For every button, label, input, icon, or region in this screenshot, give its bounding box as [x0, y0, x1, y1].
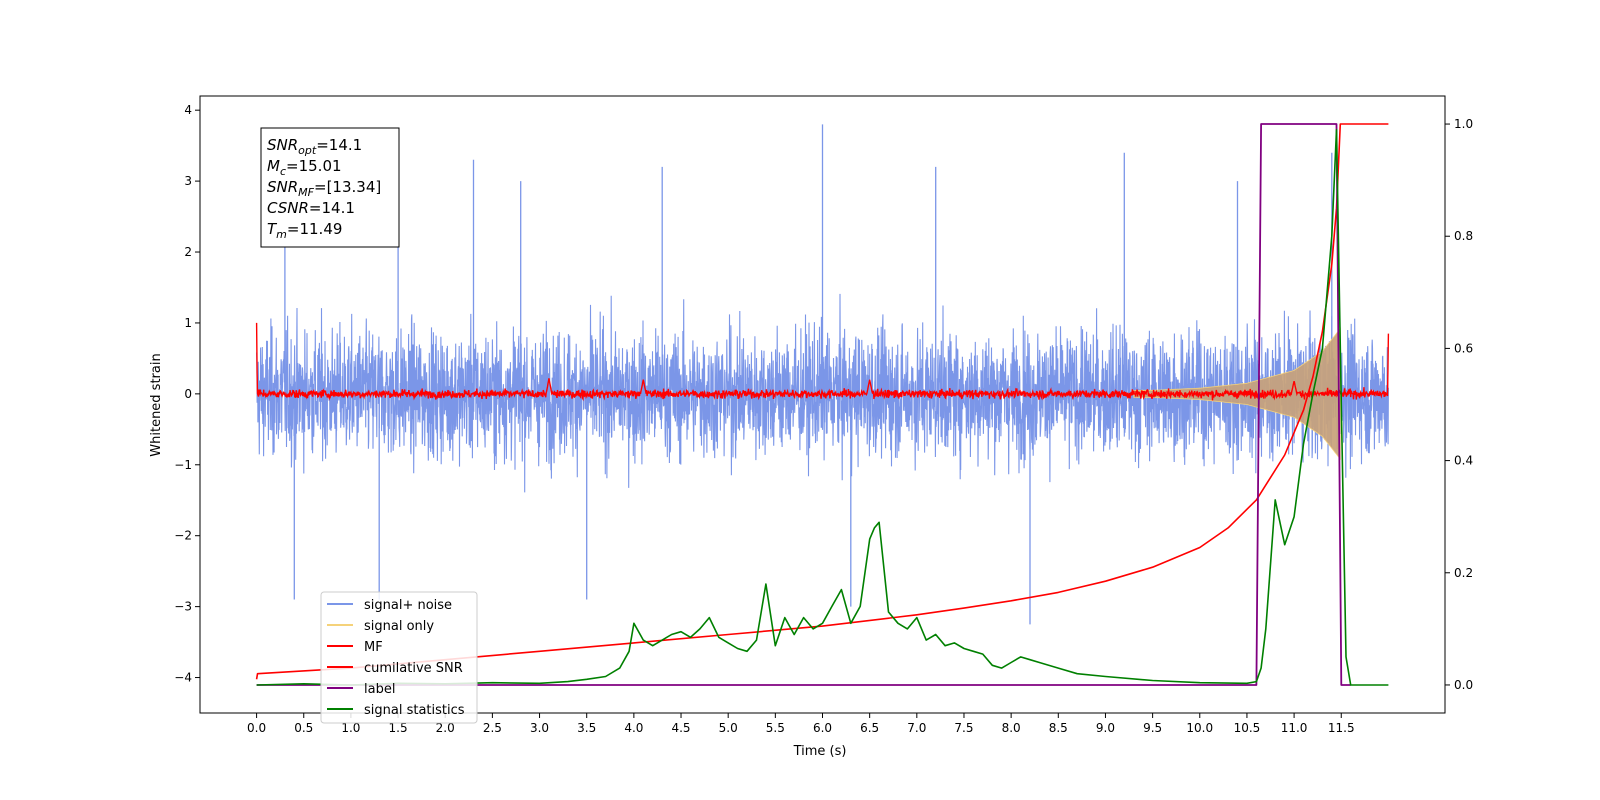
- y-tick-label: −2: [174, 529, 192, 543]
- legend-label: MF: [364, 640, 383, 655]
- y2-tick-label: 0.8: [1454, 229, 1473, 243]
- x-tick-label: 10.0: [1186, 721, 1213, 735]
- x-tick-label: 1.0: [341, 721, 360, 735]
- x-tick-label: 11.5: [1328, 721, 1355, 735]
- y-tick-label: 3: [184, 174, 192, 188]
- axes-layer: 0.0 0.5 1.0 1.5 2.0 2.5 3.0 3.5 4.0 4.5 5.0 5.5 6.0 6…: [174, 103, 1473, 735]
- x-tick-label: 3.5: [577, 721, 596, 735]
- x-tick-label: 8.0: [1002, 721, 1021, 735]
- annotation-line: CSNR=14.1: [267, 199, 355, 217]
- y2-tick-label: 0.2: [1454, 566, 1473, 580]
- legend-label: cumilative SNR: [364, 661, 463, 676]
- x-tick-label: 9.5: [1143, 721, 1162, 735]
- x-tick-label: 6.5: [860, 721, 879, 735]
- series-label-line: [256, 123, 1351, 686]
- annotation-line: Mc=15.01: [267, 157, 342, 178]
- y-tick-label: −3: [174, 600, 192, 614]
- x-tick-label: 4.0: [624, 721, 643, 735]
- series-signal-noise-line: [256, 293, 1389, 493]
- annotation-line: Tm=11.49: [267, 220, 342, 241]
- x-tick-label: 7.5: [954, 721, 973, 735]
- x-tick-label: 1.5: [389, 721, 408, 735]
- x-tick-label: 4.5: [671, 721, 690, 735]
- x-tick-label: 0.0: [247, 721, 266, 735]
- series-cumulative-snr-line: [255, 123, 1389, 680]
- x-tick-label: 0.5: [294, 721, 313, 735]
- series-mf-line: [255, 322, 1390, 402]
- x-tick-label: 8.5: [1049, 721, 1068, 735]
- series-signal-statistics-line: [256, 128, 1389, 686]
- y2-tick-label: 0.6: [1454, 341, 1473, 355]
- legend-label: signal only: [364, 619, 434, 634]
- annotation-box: SNRopt=14.1Mc=15.01SNRMF=[13.34]CSNR=14.…: [260, 127, 400, 248]
- x-tick-label: 2.0: [436, 721, 455, 735]
- x-tick-label: 9.0: [1096, 721, 1115, 735]
- x-tick-label: 11.0: [1281, 721, 1308, 735]
- x-tick-label: 6.0: [813, 721, 832, 735]
- y-tick-label: 0: [184, 387, 192, 401]
- legend: signal+ noise signal only MF cumilative SNR…: [320, 591, 478, 724]
- y-tick-label: 4: [184, 103, 192, 117]
- y2-tick-label: 1.0: [1454, 117, 1473, 131]
- annotation-frame: [260, 127, 400, 248]
- x-tick-label: 10.5: [1234, 721, 1261, 735]
- x-axis-title: Time (s): [793, 744, 847, 759]
- x-tick-label: 7.0: [907, 721, 926, 735]
- y-tick-label: −1: [174, 458, 192, 472]
- y2-tick-label: 0.0: [1454, 678, 1473, 692]
- x-tick-label: 5.5: [766, 721, 785, 735]
- y-tick-label: −4: [174, 671, 192, 685]
- legend-frame: [320, 591, 478, 724]
- annotation-line: SNRopt=14.1: [267, 136, 362, 157]
- series-signal-noise-extremes: [284, 124, 1333, 625]
- annotation-line: SNRMF=[13.34]: [267, 178, 381, 199]
- y-tick-label: 2: [184, 245, 192, 259]
- y-axis-title: Whitened strain: [149, 353, 164, 456]
- series-layer: [255, 123, 1390, 686]
- x-tick-label: 3.0: [530, 721, 549, 735]
- y-tick-label: 1: [184, 316, 192, 330]
- legend-label: signal+ noise: [364, 598, 452, 613]
- legend-label: label: [364, 682, 395, 697]
- legend-label: signal statistics: [364, 703, 465, 718]
- x-tick-label: 2.5: [483, 721, 502, 735]
- x-tick-label: 5.0: [719, 721, 738, 735]
- y2-tick-label: 0.4: [1454, 454, 1473, 468]
